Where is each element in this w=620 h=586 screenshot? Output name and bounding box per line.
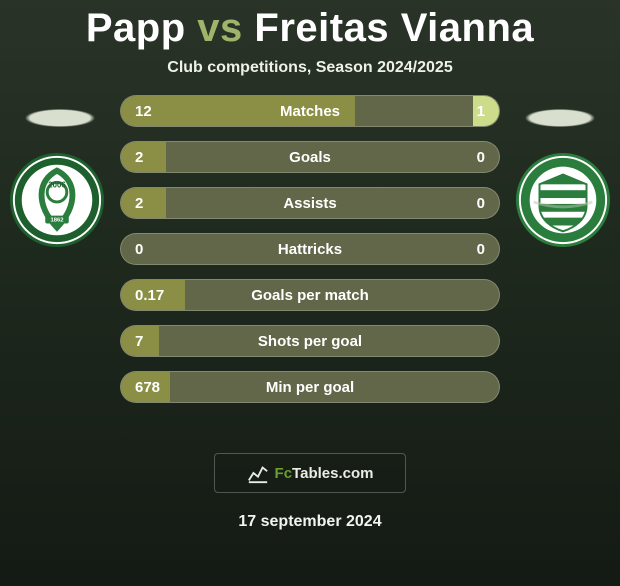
stat-label: Min per goal xyxy=(266,379,354,396)
stat-row-texts: 12 Matches 1 xyxy=(121,96,499,126)
stat-row-texts: 2 Goals 0 xyxy=(121,142,499,172)
team-crest-left: 2006 1862 xyxy=(8,151,106,249)
brand-rest: Tables.com xyxy=(292,465,373,482)
brand-text: FcTables.com xyxy=(275,465,374,482)
stat-row: 12 Matches 1 xyxy=(120,95,500,127)
page-title: Papp vs Freitas Vianna xyxy=(0,6,620,51)
stat-row-texts: 678 Min per goal xyxy=(121,372,499,402)
date-label: 17 september 2024 xyxy=(0,513,620,531)
stat-row: 0.17 Goals per match xyxy=(120,279,500,311)
brand-fc: Fc xyxy=(275,465,293,482)
stat-value-left: 0 xyxy=(135,241,165,258)
shadow-left xyxy=(10,105,110,131)
stat-value-right: 0 xyxy=(455,195,485,212)
stat-row-texts: 2 Assists 0 xyxy=(121,188,499,218)
stat-label: Goals xyxy=(289,149,331,166)
stat-rows: 12Matches12Goals02Assists00Hattricks00.1… xyxy=(120,95,500,403)
stat-value-right: 1 xyxy=(455,103,485,120)
stat-row: 2 Assists 0 xyxy=(120,187,500,219)
stat-value-left: 2 xyxy=(135,195,165,212)
player-left-name: Papp xyxy=(86,6,186,50)
stat-label: Matches xyxy=(280,103,340,120)
title-separator: vs xyxy=(197,6,243,50)
stat-value-left: 12 xyxy=(135,103,165,120)
stat-label: Shots per goal xyxy=(258,333,362,350)
shadow-right xyxy=(510,105,610,131)
stat-value-left: 2 xyxy=(135,149,165,166)
stat-row: 2 Goals 0 xyxy=(120,141,500,173)
team-crest-right xyxy=(514,151,612,249)
player-right-name: Freitas Vianna xyxy=(254,6,534,50)
svg-text:2006: 2006 xyxy=(48,180,66,189)
stat-value-right: 0 xyxy=(455,241,485,258)
subtitle: Club competitions, Season 2024/2025 xyxy=(0,59,620,77)
stat-value-left: 678 xyxy=(135,379,165,396)
stat-label: Goals per match xyxy=(251,287,369,304)
stat-value-left: 0.17 xyxy=(135,287,165,304)
svg-text:1862: 1862 xyxy=(50,218,64,224)
stat-row-texts: 7 Shots per goal xyxy=(121,326,499,356)
stat-row: 0 Hattricks 0 xyxy=(120,233,500,265)
stat-label: Hattricks xyxy=(278,241,342,258)
stat-label: Assists xyxy=(283,195,336,212)
stat-value-right: 0 xyxy=(455,149,485,166)
brand-logo-icon xyxy=(247,462,269,484)
stat-row-texts: 0.17 Goals per match xyxy=(121,280,499,310)
stat-row: 678 Min per goal xyxy=(120,371,500,403)
comparison-stage: 2006 1862 12Matches12Goals02Assists00Hat… xyxy=(0,95,620,435)
brand-box[interactable]: FcTables.com xyxy=(214,453,406,493)
stat-row-texts: 0 Hattricks 0 xyxy=(121,234,499,264)
stat-row: 7 Shots per goal xyxy=(120,325,500,357)
stat-value-left: 7 xyxy=(135,333,165,350)
